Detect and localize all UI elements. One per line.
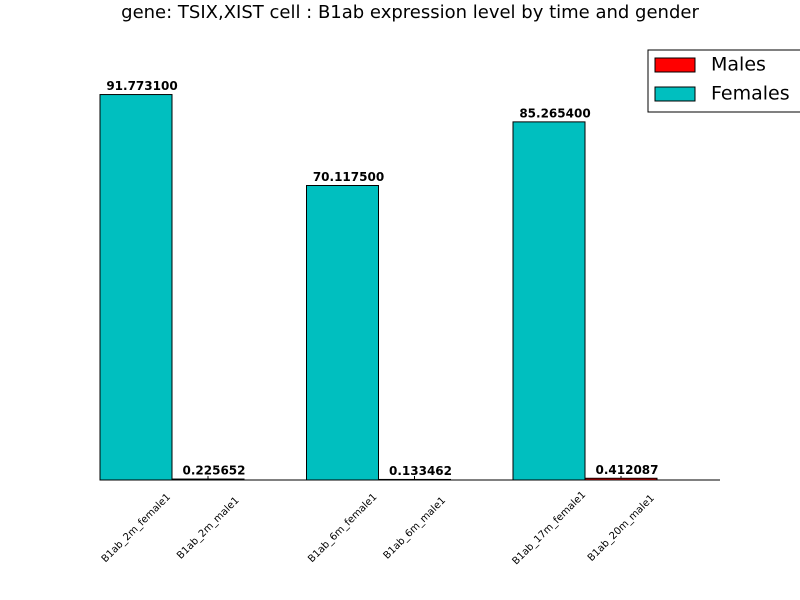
value-label: 85.265400 [519, 106, 590, 120]
bar [99, 94, 173, 481]
legend-swatch [654, 86, 696, 102]
value-label: 70.117500 [313, 170, 384, 184]
legend-label: Females [711, 83, 790, 105]
bar [171, 478, 245, 481]
value-label: 0.225652 [182, 464, 245, 478]
legend-swatch [654, 57, 696, 73]
bar [306, 185, 379, 481]
value-label: 91.773100 [106, 79, 177, 93]
value-label: 0.133462 [389, 464, 452, 478]
x-tick-label: B1ab_20m_male1 [586, 493, 657, 564]
value-label: 0.412087 [595, 463, 658, 477]
legend-label: Males [711, 54, 766, 76]
x-tick-label: B1ab_6m_male1 [382, 495, 448, 561]
bar [378, 478, 451, 481]
x-tick-label: B1ab_17m_female1 [510, 489, 588, 567]
x-tick-label: B1ab_2m_female1 [100, 492, 173, 565]
chart-title: gene: TSIX,XIST cell : B1ab expression l… [121, 2, 699, 23]
bar [512, 121, 586, 481]
x-tick-label: B1ab_2m_male1 [175, 495, 241, 561]
bar [584, 477, 658, 481]
x-tick-label: B1ab_6m_female1 [306, 492, 379, 565]
